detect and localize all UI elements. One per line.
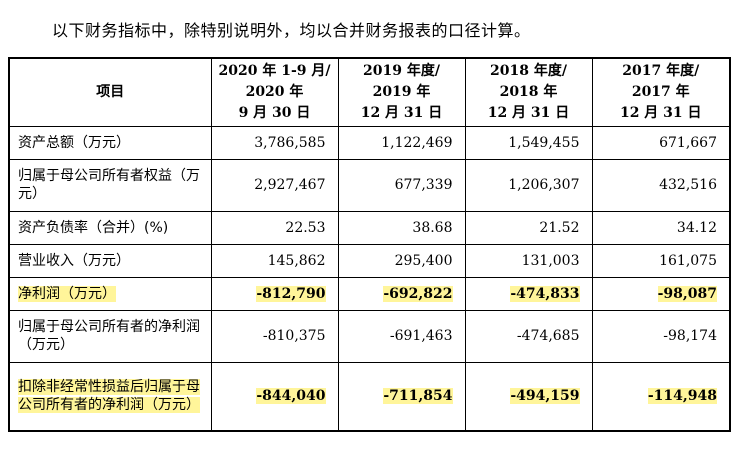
cell-value: 295,400 [337, 243, 466, 278]
cell-value: -98,087 [591, 276, 731, 311]
cell-value: 21.52 [464, 210, 593, 245]
cell-value: -692,822 [337, 276, 466, 311]
table-row: 资产总额（万元） 3,786,585 1,122,469 1,549,455 6… [8, 125, 731, 160]
cell-value: -474,833 [464, 276, 593, 311]
cell-value: 3,786,585 [210, 125, 339, 160]
cell-value: -844,040 [210, 361, 339, 432]
header-item: 项目 [8, 57, 212, 127]
cell-value: 1,549,455 [464, 125, 593, 160]
cell-value: -98,174 [591, 309, 731, 363]
table-row: 扣除非经常性损益后归属于母公司所有者的净利润（万元） -844,040 -711… [8, 361, 731, 432]
cell-value: 1,122,469 [337, 125, 466, 160]
cell-value: 34.12 [591, 210, 731, 245]
financial-indicators-table: 项目 2020 年 1-9 月/ 2020 年 9 月 30 日 2019 年度… [8, 57, 731, 432]
table-header-row: 项目 2020 年 1-9 月/ 2020 年 9 月 30 日 2019 年度… [8, 57, 731, 127]
table-row: 资产负债率（合并）(%) 22.53 38.68 21.52 34.12 [8, 210, 731, 245]
table-row: 净利润（万元） -812,790 -692,822 -474,833 -98,0… [8, 276, 731, 311]
header-period-2019: 2019 年度/ 2019 年 12 月 31 日 [337, 57, 466, 127]
cell-value: 677,339 [337, 158, 466, 212]
header-period-2017: 2017 年度/ 2017 年 12 月 31 日 [591, 57, 731, 127]
row-label: 资产负债率（合并）(%) [8, 210, 212, 245]
table-row: 归属于母公司所有者权益（万元） 2,927,467 677,339 1,206,… [8, 158, 731, 212]
cell-value: -474,685 [464, 309, 593, 363]
row-label: 营业收入（万元） [8, 243, 212, 278]
cell-value: 671,667 [591, 125, 731, 160]
cell-value: 131,003 [464, 243, 593, 278]
row-label: 归属于母公司所有者权益（万元） [8, 158, 212, 212]
cell-value: -711,854 [337, 361, 466, 432]
cell-value: 22.53 [210, 210, 339, 245]
cell-value: 2,927,467 [210, 158, 339, 212]
row-label: 资产总额（万元） [8, 125, 212, 160]
cell-value: 432,516 [591, 158, 731, 212]
cell-value: -494,159 [464, 361, 593, 432]
cell-value: -691,463 [337, 309, 466, 363]
cell-value: -810,375 [210, 309, 339, 363]
row-label: 扣除非经常性损益后归属于母公司所有者的净利润（万元） [8, 361, 212, 432]
cell-value: 1,206,307 [464, 158, 593, 212]
cell-value: 145,862 [210, 243, 339, 278]
cell-value: 38.68 [337, 210, 466, 245]
cell-value: -114,948 [591, 361, 731, 432]
table-row: 营业收入（万元） 145,862 295,400 131,003 161,075 [8, 243, 731, 278]
intro-text: 以下财务指标中，除特别说明外，均以合并财务报表的口径计算。 [52, 21, 531, 40]
cell-value: -812,790 [210, 276, 339, 311]
cell-value: 161,075 [591, 243, 731, 278]
header-period-2018: 2018 年度/ 2018 年 12 月 31 日 [464, 57, 593, 127]
header-period-2020q3: 2020 年 1-9 月/ 2020 年 9 月 30 日 [210, 57, 339, 127]
row-label: 净利润（万元） [8, 276, 212, 311]
row-label: 归属于母公司所有者的净利润（万元） [8, 309, 212, 363]
table-row: 归属于母公司所有者的净利润（万元） -810,375 -691,463 -474… [8, 309, 731, 363]
